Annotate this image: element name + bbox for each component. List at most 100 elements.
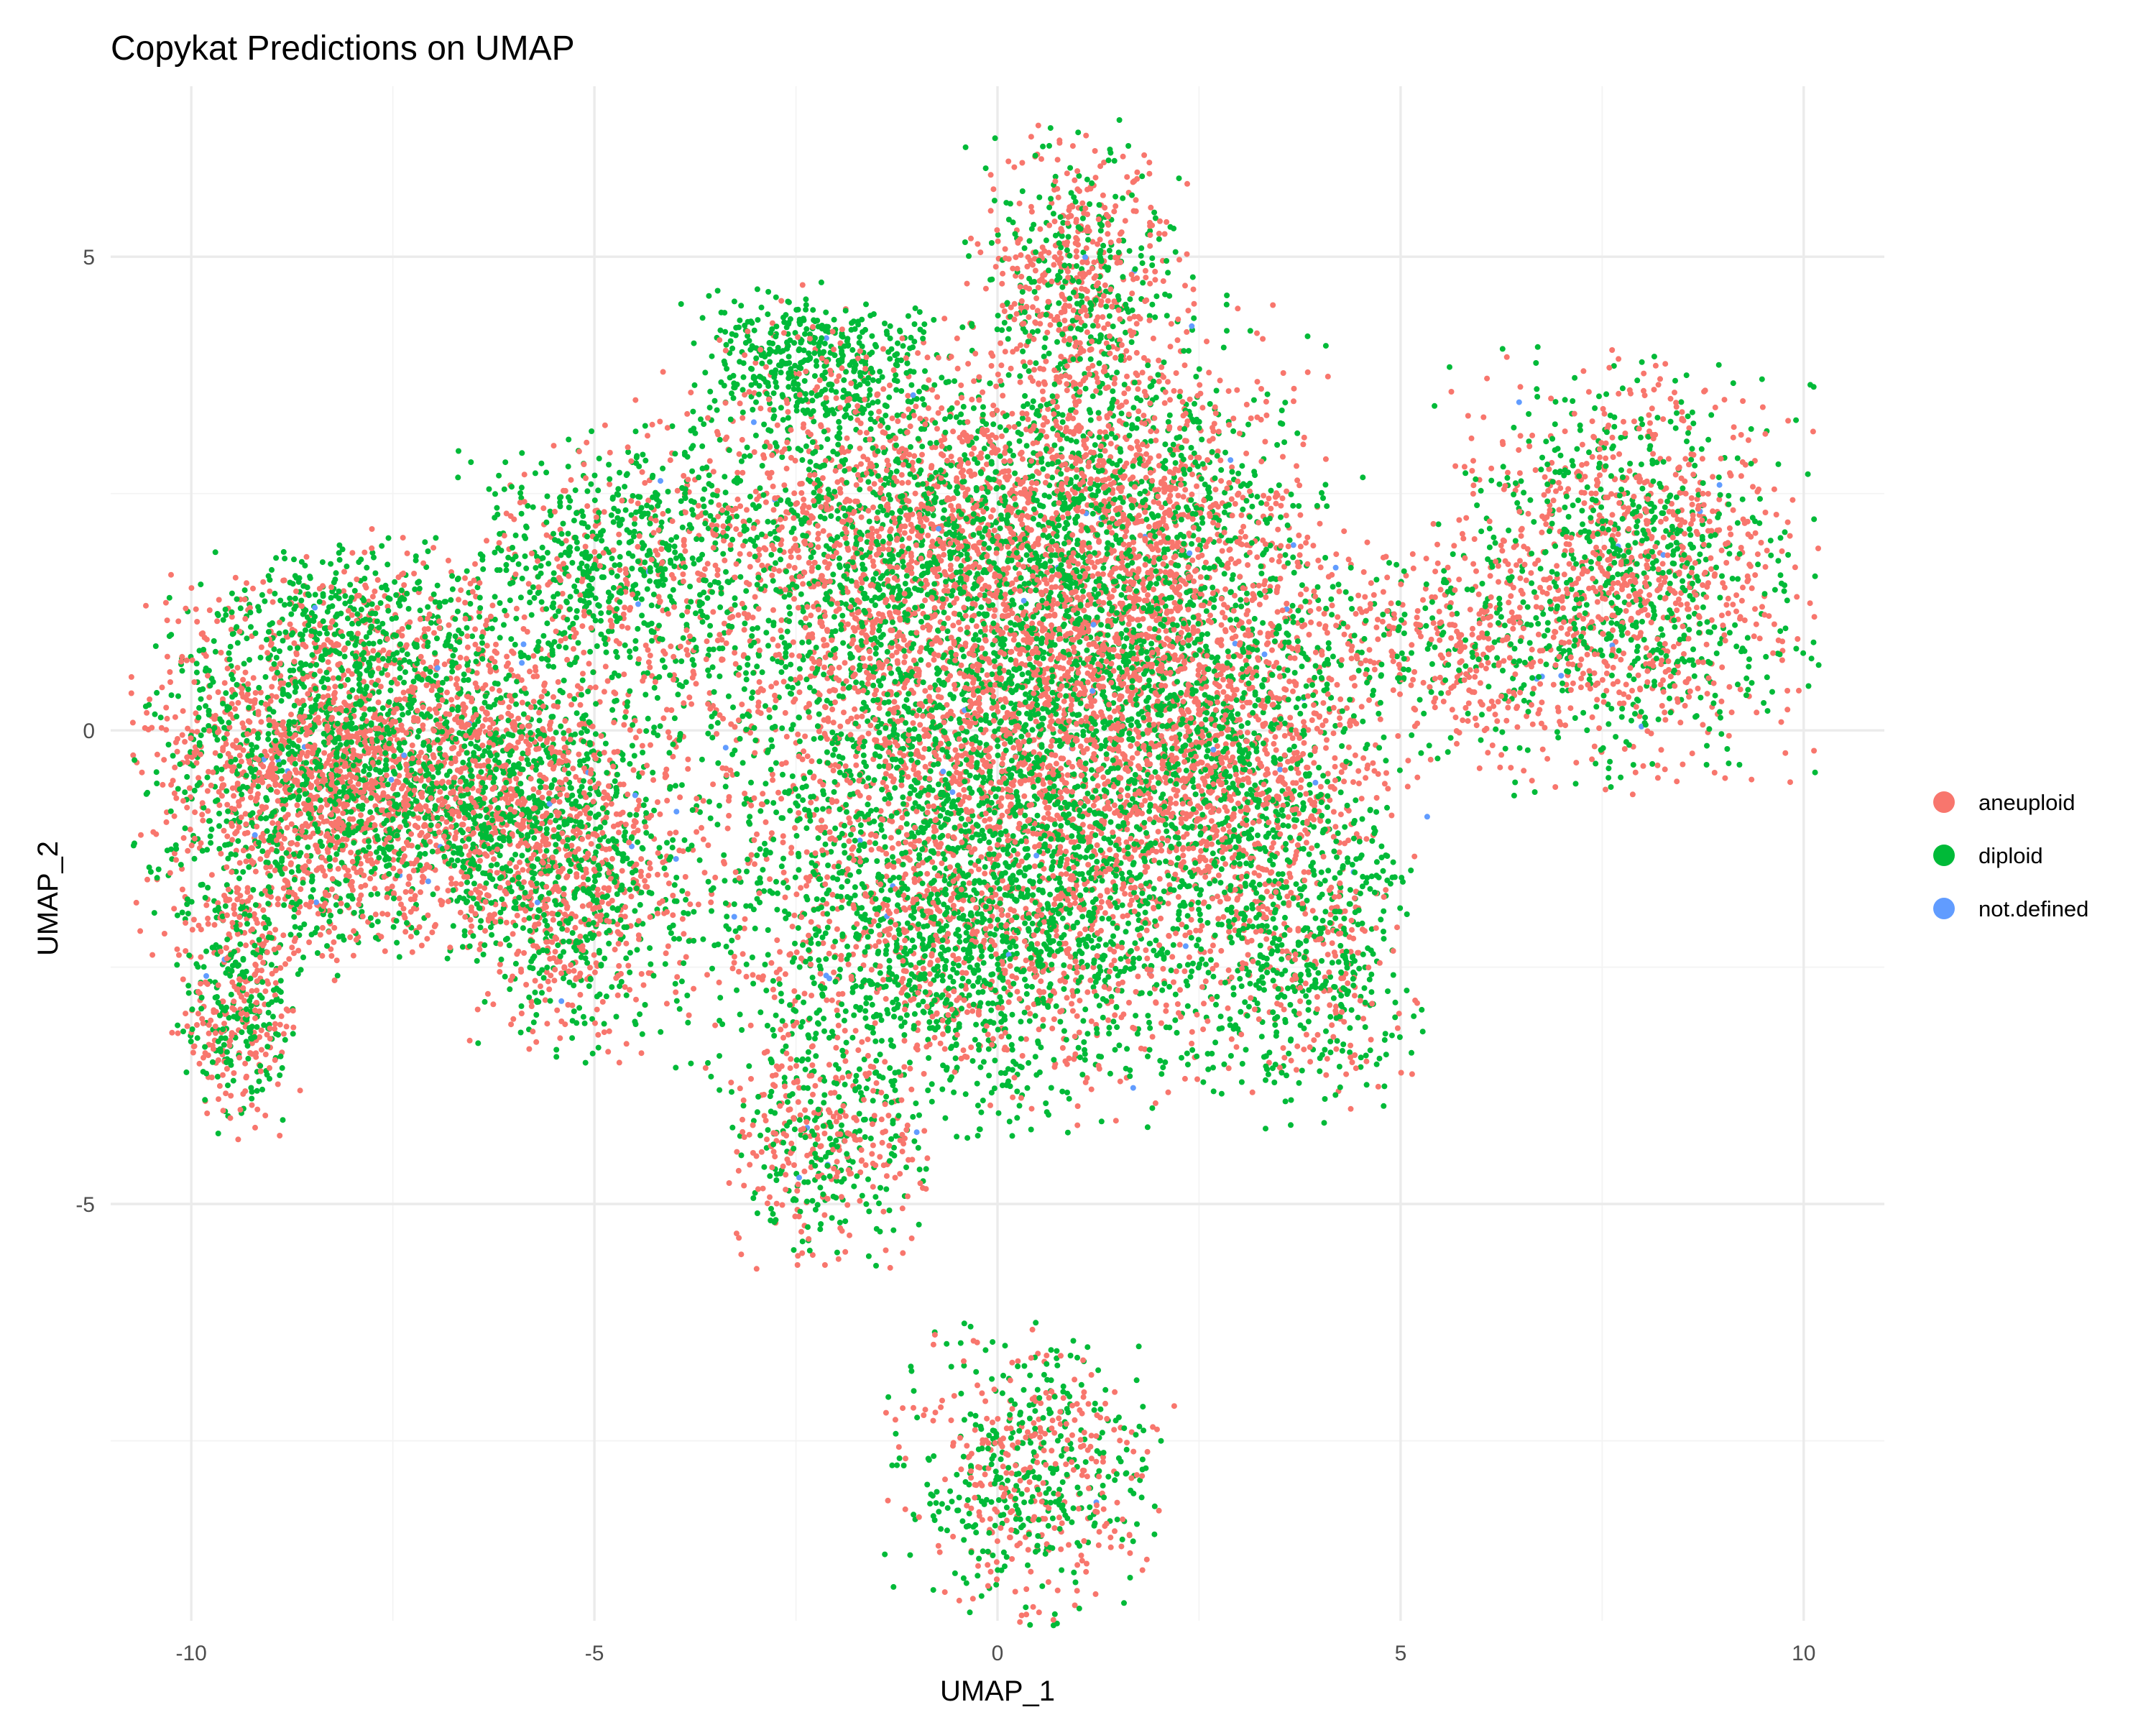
point-aneuploid [612,947,618,953]
point-diploid [623,955,630,962]
point-aneuploid [472,849,479,855]
point-aneuploid [673,989,679,995]
point-aneuploid [294,841,300,847]
point-aneuploid [349,858,356,865]
point-diploid [291,702,298,709]
point-aneuploid [601,689,607,695]
point-aneuploid [577,970,584,977]
point-diploid [292,689,298,695]
point-aneuploid [521,685,528,691]
point-diploid [542,918,548,924]
point-aneuploid [449,808,456,814]
point-aneuploid [370,648,377,654]
point-diploid [449,707,456,713]
point-diploid [498,956,505,962]
point-diploid [146,864,152,870]
point-diploid [531,953,538,960]
point-diploid [425,604,431,610]
point-diploid [418,676,425,683]
point-aneuploid [348,850,354,856]
point-diploid [430,891,436,898]
point-aneuploid [244,696,250,703]
point-diploid [508,636,515,643]
point-diploid [454,857,461,864]
point-aneuploid [682,874,688,880]
point-aneuploid [512,792,519,799]
point-aneuploid [232,830,239,837]
point-diploid [232,852,239,858]
point-diploid [339,546,346,553]
point-not-defined [401,752,407,758]
point-diploid [461,928,468,934]
point-aneuploid [205,808,211,814]
point-aneuploid [541,853,548,860]
point-aneuploid [340,810,346,816]
point-diploid [394,939,400,946]
point-diploid [334,834,341,840]
point-aneuploid [332,857,338,863]
point-diploid [579,783,585,790]
point-aneuploid [443,819,450,825]
point-aneuploid [474,684,480,691]
point-diploid [627,811,633,818]
point-diploid [642,796,649,803]
point-diploid [503,779,510,786]
point-aneuploid [272,926,279,933]
point-aneuploid [609,855,615,862]
point-aneuploid [198,840,204,847]
point-diploid [374,919,381,925]
point-diploid [308,878,315,885]
point-diploid [642,691,649,698]
point-aneuploid [191,835,198,842]
point-diploid [503,676,510,682]
point-aneuploid [419,878,425,885]
point-aneuploid [530,673,537,680]
point-diploid [613,846,619,852]
point-diploid [338,860,345,866]
point-aneuploid [410,689,416,695]
point-aneuploid [670,893,676,898]
point-diploid [276,630,282,637]
point-diploid [581,916,588,922]
point-aneuploid [288,712,294,718]
point-diploid [367,809,374,815]
point-aneuploid [313,778,320,785]
point-diploid [522,890,528,896]
point-aneuploid [367,875,374,882]
point-aneuploid [627,727,633,733]
point-aneuploid [623,940,630,947]
point-diploid [308,662,314,668]
point-diploid [672,980,678,987]
point-diploid [211,724,218,731]
point-aneuploid [428,763,435,770]
point-diploid [303,607,309,614]
point-aneuploid [285,889,292,896]
point-diploid [493,766,499,773]
point-diploid [533,767,539,773]
point-aneuploid [436,625,443,631]
points-layer [128,117,1822,1629]
point-diploid [282,629,289,635]
point-aneuploid [179,886,185,893]
point-diploid [499,896,505,903]
point-aneuploid [501,901,507,908]
point-diploid [563,645,569,650]
point-aneuploid [665,943,671,949]
point-diploid [451,843,457,850]
point-diploid [581,1020,588,1026]
point-aneuploid [603,846,609,852]
point-diploid [388,679,395,686]
point-aneuploid [255,711,262,717]
point-aneuploid [191,749,198,755]
point-aneuploid [411,787,418,794]
point-diploid [461,743,468,750]
point-aneuploid [479,723,486,730]
point-diploid [436,745,443,752]
point-aneuploid [550,694,556,700]
point-aneuploid [504,653,510,660]
point-aneuploid [538,694,545,700]
point-diploid [392,579,398,585]
point-aneuploid [164,715,170,722]
point-aneuploid [128,673,134,680]
point-aneuploid [472,561,478,567]
